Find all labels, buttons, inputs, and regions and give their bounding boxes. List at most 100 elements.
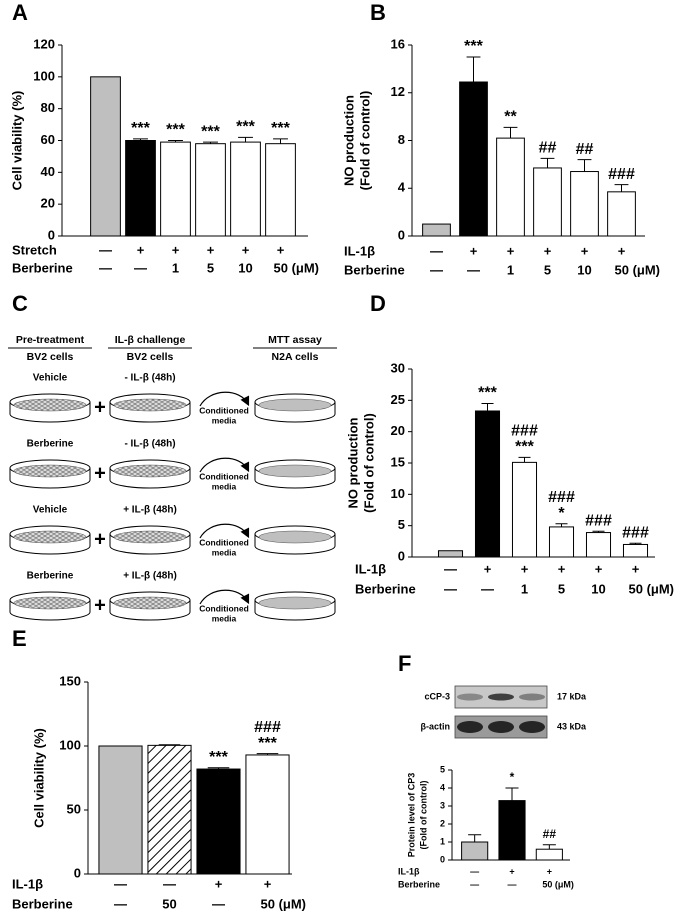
blot-band bbox=[519, 693, 545, 701]
bar bbox=[496, 137, 525, 237]
column-subheader: BV2 cells bbox=[27, 351, 74, 363]
transfer-label: media bbox=[212, 547, 237, 557]
bar bbox=[230, 141, 261, 237]
bar bbox=[622, 543, 649, 558]
y-axis-label: Cell viability (%) bbox=[31, 728, 46, 828]
bar bbox=[548, 526, 575, 558]
blot-band bbox=[488, 693, 514, 701]
challenge-label: - IL-β (48h) bbox=[124, 439, 175, 450]
y-axis-label: Cell viability (%) bbox=[9, 91, 24, 191]
pretreatment-label: Vehicle bbox=[33, 373, 68, 384]
column-header: Pre-treatment bbox=[16, 334, 85, 346]
row-value: 10 bbox=[591, 581, 605, 596]
bar bbox=[437, 550, 464, 558]
dish-cells bbox=[113, 464, 187, 478]
error-bar bbox=[256, 753, 279, 755]
bar bbox=[607, 191, 636, 237]
row-label: IL-1β bbox=[355, 561, 386, 576]
transfer-arrow bbox=[199, 523, 250, 539]
row-value: + bbox=[242, 242, 250, 257]
transfer-arrow bbox=[199, 391, 250, 407]
significance-label: ### bbox=[548, 489, 575, 506]
error-bar bbox=[481, 402, 494, 411]
bar bbox=[498, 800, 526, 861]
y-tick-label: 50 bbox=[67, 801, 81, 816]
error-bar bbox=[207, 767, 230, 770]
error-bar bbox=[238, 136, 253, 143]
row-value: + bbox=[632, 561, 640, 576]
significance-label: *** bbox=[209, 749, 228, 766]
significance-label: ### bbox=[511, 423, 538, 440]
row-value: 50 (μM) bbox=[261, 896, 307, 911]
dish-cells bbox=[113, 530, 187, 544]
row-value: — bbox=[444, 561, 457, 576]
y-tick-label: 120 bbox=[33, 36, 55, 51]
significance-label: *** bbox=[515, 439, 534, 456]
error-bar bbox=[133, 138, 148, 141]
row-value: + bbox=[547, 866, 552, 876]
row-label: Berberine bbox=[398, 879, 440, 889]
bar bbox=[147, 744, 192, 875]
y-axis-label: (Fold of control) bbox=[418, 781, 428, 850]
blot-band-label: β-actin bbox=[421, 721, 451, 731]
y-tick-label: 60 bbox=[41, 132, 55, 147]
error-bar bbox=[468, 834, 482, 842]
y-axis-label: (Fold of control) bbox=[361, 413, 376, 513]
dish-cells bbox=[258, 596, 332, 610]
error-bar bbox=[203, 141, 218, 144]
panel-letter: C bbox=[12, 291, 28, 316]
transfer-arrow bbox=[199, 457, 250, 473]
row-value: 50 (μM) bbox=[274, 260, 320, 275]
error-bar bbox=[505, 787, 519, 801]
significance-label: *** bbox=[464, 38, 483, 55]
plus-sign: + bbox=[94, 462, 106, 484]
bar bbox=[422, 223, 451, 237]
significance-label: * bbox=[558, 505, 565, 522]
y-tick-label: 4 bbox=[440, 782, 445, 792]
significance-label: *** bbox=[478, 385, 497, 402]
row-value: + bbox=[277, 242, 285, 257]
y-tick-label: 0 bbox=[440, 854, 445, 864]
y-tick-label: 5 bbox=[398, 517, 405, 532]
plus-sign: + bbox=[94, 528, 106, 550]
row-value: + bbox=[264, 876, 272, 891]
significance-label: ### bbox=[585, 513, 612, 530]
panel-letter: E bbox=[12, 626, 27, 651]
significance-label: *** bbox=[258, 735, 277, 752]
bar bbox=[474, 410, 501, 558]
error-bar bbox=[273, 138, 288, 144]
row-value: 10 bbox=[238, 260, 252, 275]
significance-label: *** bbox=[131, 120, 150, 137]
column-subheader: N2A cells bbox=[272, 351, 319, 363]
bar bbox=[265, 143, 296, 237]
row-value: + bbox=[581, 243, 589, 258]
y-tick-label: 20 bbox=[41, 196, 55, 211]
error-bar bbox=[614, 184, 629, 192]
y-tick-label: 8 bbox=[398, 132, 405, 147]
row-value: — bbox=[114, 876, 127, 891]
transfer-label: Conditioned bbox=[199, 405, 249, 415]
row-value: — bbox=[444, 581, 457, 596]
row-value: — bbox=[99, 260, 112, 275]
y-axis-label: NO production bbox=[345, 417, 360, 508]
error-bar bbox=[542, 844, 556, 850]
transfer-label: Conditioned bbox=[199, 537, 249, 547]
dish-cells bbox=[113, 596, 187, 610]
row-value: — bbox=[163, 876, 176, 891]
y-tick-label: 12 bbox=[391, 84, 405, 99]
error-bar bbox=[168, 140, 183, 143]
row-value: — bbox=[99, 242, 112, 257]
row-value: + bbox=[484, 561, 492, 576]
row-value: — bbox=[114, 896, 127, 911]
row-value: — bbox=[134, 260, 147, 275]
y-axis-label: (Fold of control) bbox=[357, 91, 372, 191]
y-tick-label: 150 bbox=[59, 673, 81, 688]
row-label: IL-1β bbox=[12, 876, 43, 891]
y-tick-label: 40 bbox=[41, 164, 55, 179]
row-value: + bbox=[558, 561, 566, 576]
row-value: 50 (μM) bbox=[615, 262, 661, 277]
significance-label: *** bbox=[236, 119, 255, 136]
significance-label: ## bbox=[539, 140, 557, 157]
error-bar bbox=[555, 523, 568, 527]
plus-sign: + bbox=[94, 396, 106, 418]
